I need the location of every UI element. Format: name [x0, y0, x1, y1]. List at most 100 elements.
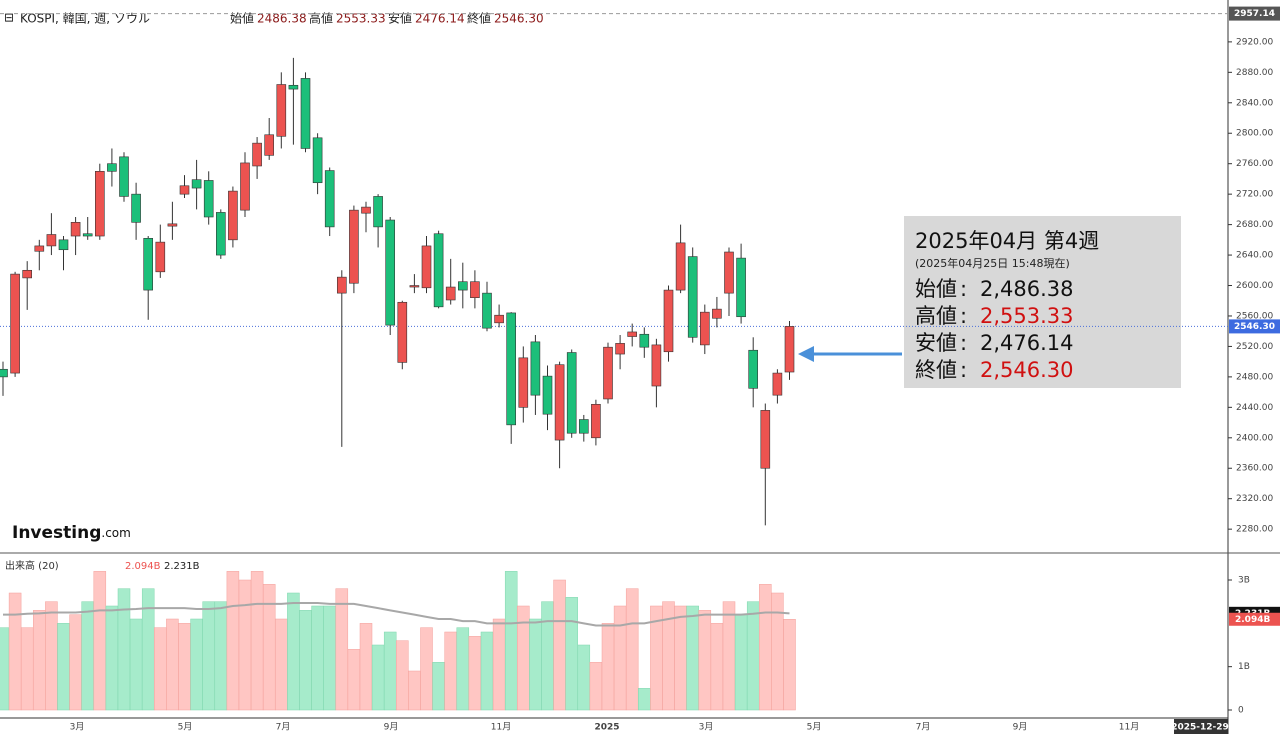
volume-bar [335, 588, 349, 711]
y-tick-label: 2680.00 [1236, 220, 1273, 230]
volume-bar [93, 571, 107, 711]
candle-body [651, 344, 662, 387]
volume-bar [141, 588, 155, 711]
y-tick-label: 2800.00 [1236, 129, 1273, 139]
ohlc-label: 安値 [388, 11, 412, 26]
tooltip-value: 2,546.30 [980, 358, 1074, 382]
volume-bar [81, 601, 94, 711]
y-tick-label: 2840.00 [1236, 98, 1273, 108]
volume-bar [117, 588, 131, 711]
volume-bar [226, 571, 240, 711]
volume-bar [565, 597, 578, 711]
volume-bar [45, 601, 58, 711]
volume-bar [553, 579, 566, 711]
candle-body [252, 142, 262, 167]
volume-bar [541, 601, 554, 711]
candle-body [58, 239, 69, 251]
volume-last-label: 2.094B [1235, 615, 1270, 625]
ohlc-value: 2546.30 [494, 12, 544, 26]
volume-bar [238, 579, 252, 711]
volume-bar [686, 605, 699, 711]
volume-bar [613, 605, 627, 711]
last-price-label: 2546.30 [1234, 322, 1275, 332]
tooltip-value: 2,553.33 [980, 304, 1074, 328]
volume-bar [359, 623, 373, 711]
tooltip-box [904, 216, 1181, 388]
volume-bar [625, 588, 639, 711]
candle-body [349, 209, 359, 284]
candle-body [203, 180, 214, 218]
volume-legend-value: 2.094B [125, 561, 161, 572]
ohlc-label: 始値 [230, 11, 254, 26]
candle-body [627, 331, 638, 337]
volume-bar [444, 631, 457, 711]
candle-body [397, 301, 408, 363]
volume-bar [710, 623, 724, 711]
tooltip-value: 2,486.38 [980, 277, 1074, 301]
x-tick-label: 11月 [1119, 722, 1139, 733]
tooltip-sep: : [960, 304, 967, 328]
volume-bar [396, 640, 409, 711]
volume-bar [529, 618, 542, 711]
candle-body [373, 196, 383, 228]
x-tick-label: 5月 [807, 722, 822, 733]
volume-bar [166, 618, 179, 711]
candle-body [95, 171, 105, 237]
volume-bar [492, 618, 506, 711]
y-tick-label: 2640.00 [1236, 251, 1273, 261]
candle-body [361, 206, 371, 214]
y-tick-label: 2520.00 [1236, 342, 1273, 352]
volume-bar [299, 610, 312, 711]
candle-body [312, 137, 323, 184]
y-tick-label: 2320.00 [1236, 494, 1273, 504]
candle-body [34, 245, 45, 252]
ohlc-value: 2476.14 [415, 12, 465, 26]
candle-body [46, 234, 57, 247]
y-tick-label: 2920.00 [1236, 37, 1273, 47]
candle-body [179, 185, 190, 195]
volume-bar [347, 649, 361, 711]
ohlc-label: 高値 [309, 11, 333, 26]
candle-body [288, 84, 299, 90]
y-tick-label: 2280.00 [1236, 525, 1273, 535]
candle-body [591, 403, 601, 439]
ohlc-label: 終値 [467, 11, 491, 26]
y-tick-label: 1B [1238, 662, 1250, 672]
tooltip-value: 2,476.14 [980, 331, 1074, 355]
volume-bar [734, 614, 748, 711]
volume-bar [33, 610, 46, 711]
volume-bar [190, 618, 203, 711]
volume-bar [154, 627, 167, 711]
symbol: KOSPI, 韓国, 週, ソウル [20, 12, 150, 26]
candle-body [603, 346, 613, 400]
candle-body [506, 312, 517, 426]
candle-body [70, 222, 81, 237]
x-tick-label: 7月 [276, 722, 291, 733]
candle-body [470, 281, 480, 298]
candle-body [155, 241, 166, 273]
volume-bar [287, 592, 300, 711]
candle-body [518, 357, 529, 408]
tooltip-sep: : [960, 331, 967, 355]
x-tick-label: 2025 [594, 723, 619, 733]
candle-body [433, 233, 444, 308]
ma-line [3, 601, 790, 627]
volume-bar [275, 618, 288, 711]
collapse-icon[interactable]: ⊟ [4, 11, 14, 25]
y-tick-label: 2560.00 [1236, 311, 1273, 321]
y-tick-label: 3B [1238, 576, 1250, 586]
volume-bar [371, 644, 385, 711]
volume-bar [601, 623, 615, 711]
tooltip-sep: : [960, 358, 967, 382]
candle-body [578, 419, 589, 434]
candle-body [421, 245, 432, 289]
volume-bar [323, 605, 336, 711]
y-tick-label: 2480.00 [1236, 372, 1273, 382]
volume-bar [504, 571, 518, 711]
candle-body [240, 162, 250, 211]
volume-bar [783, 619, 796, 711]
volume-bar [8, 592, 22, 711]
volume-bar [468, 636, 482, 711]
candle-body [748, 349, 759, 389]
